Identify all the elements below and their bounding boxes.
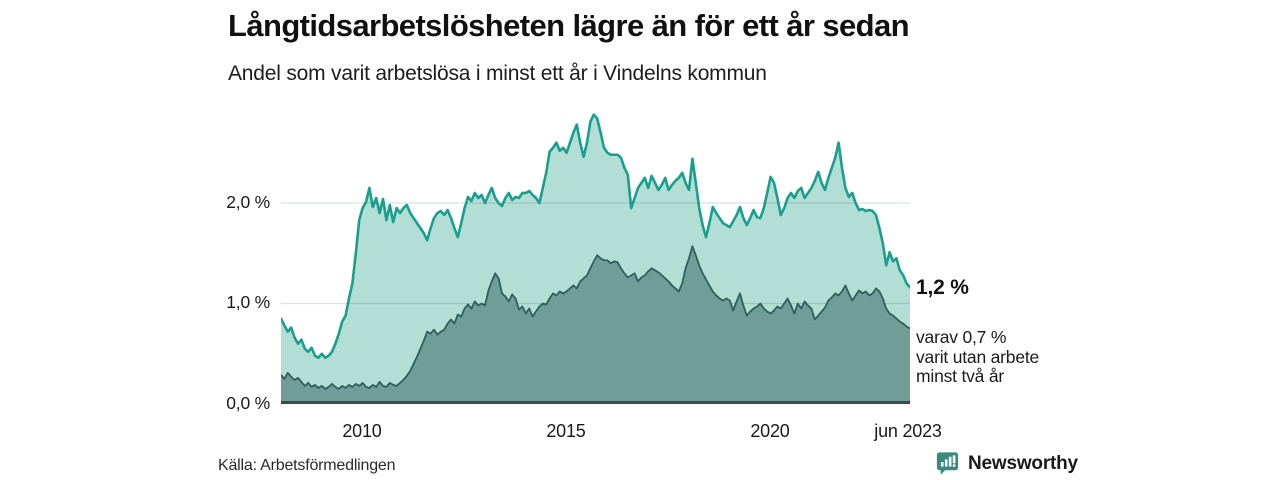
x-axis-tick-2020: 2020 xyxy=(750,421,790,441)
page-subtitle: Andel som varit arbetslösa i minst ett å… xyxy=(228,62,767,85)
brand-name: Newsworthy xyxy=(968,452,1078,474)
x-axis-tick-jun-2023: jun 2023 xyxy=(874,421,942,441)
x-axis-tick-2010: 2010 xyxy=(342,421,382,441)
end-note-annotation: varav 0,7 % varit utan arbete minst två … xyxy=(916,327,1040,387)
line-minst-tva-ar xyxy=(281,245,910,390)
x-axis-tick-2015: 2015 xyxy=(546,421,586,441)
y-axis-tick-0: 0,0 % xyxy=(226,393,270,413)
area-minst-tva-ar xyxy=(281,246,910,404)
newsworthy-logo: Newsworthy xyxy=(934,450,1078,477)
line-minst-ett-ar xyxy=(281,113,910,360)
end-value-annotation: 1,2 % xyxy=(916,276,969,299)
end-note-line: minst två år xyxy=(916,366,1005,386)
y-axis-tick-2: 2,0 % xyxy=(226,192,270,212)
newsworthy-bar-chart-icon xyxy=(936,452,959,475)
plot-svg xyxy=(281,113,910,404)
area-chart xyxy=(281,100,910,405)
end-note-line: varav 0,7 % xyxy=(916,327,1007,347)
page-title: Långtidsarbetslösheten lägre än för ett … xyxy=(228,8,910,43)
source-attribution: Källa: Arbetsförmedlingen xyxy=(218,457,396,474)
y-axis-tick-1: 1,0 % xyxy=(226,292,270,312)
end-note-line: varit utan arbete xyxy=(916,346,1040,367)
